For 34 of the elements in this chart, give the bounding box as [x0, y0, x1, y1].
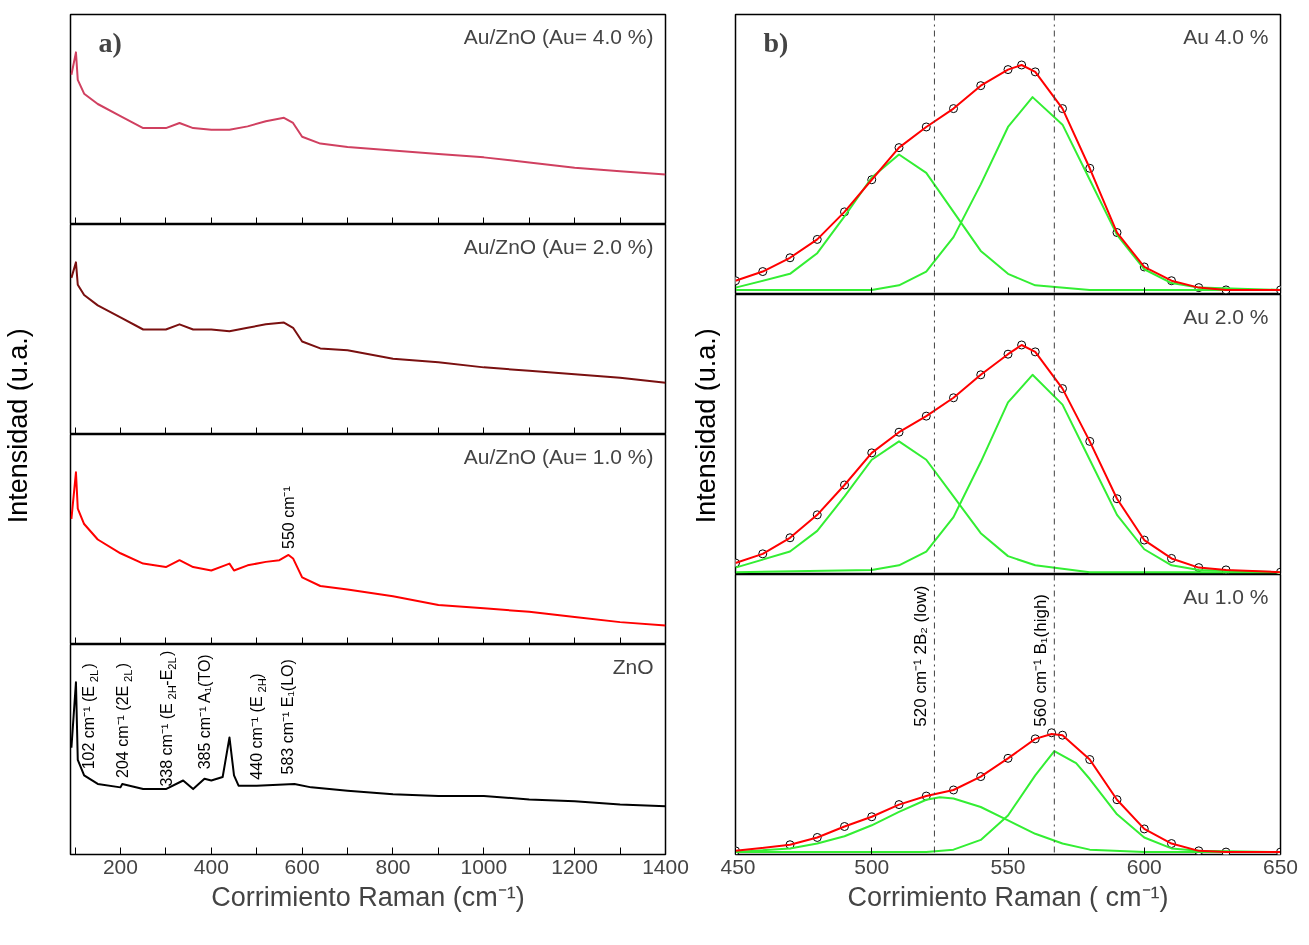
- x-tick-label: 1400: [642, 854, 689, 878]
- x-tick-label: 600: [1126, 854, 1162, 878]
- x-tick-label: 550: [990, 854, 1026, 878]
- annotation: 583 cm⁻¹ E₁(LO): [278, 659, 296, 775]
- chart-title: Au 1.0 %: [1183, 584, 1269, 608]
- chart-title: Au 4.0 %: [1183, 24, 1269, 48]
- x-tick-label: 1200: [551, 854, 599, 878]
- annotation: 440 cm⁻¹ (E2H): [248, 673, 269, 780]
- chart-title: Au/ZnO (Au= 2.0 %): [463, 234, 654, 258]
- chart-title: Au 2.0 %: [1183, 304, 1269, 328]
- text: b): [763, 26, 789, 58]
- chart-title: Au/ZnO (Au= 1.0 %): [463, 444, 654, 468]
- annotation: 338 cm⁻¹ (E2H-E2L): [157, 650, 178, 787]
- x-tick-label: 800: [375, 854, 411, 878]
- x-tick-label: 200: [102, 854, 138, 878]
- annotation: 204 cm⁻¹ (2E2L): [113, 662, 134, 778]
- annotation: 102 cm⁻¹ (E2L): [80, 663, 101, 770]
- x-tick-label: 500: [854, 854, 890, 878]
- x-tick-label: 650: [1262, 854, 1299, 878]
- x-axis-title: Corrimiento Raman (cm⁻¹): [211, 881, 525, 912]
- y-axis-title: Intensidad (u.a.): [690, 328, 721, 524]
- annotation: a): [98, 26, 122, 58]
- ref-line-label: 560 cm⁻¹ B₁(high): [1031, 594, 1051, 727]
- x-axis-title: Corrimiento Raman ( cm⁻¹): [847, 881, 1169, 912]
- ref-line-label: 520 cm⁻¹ 2B₂ (low): [911, 585, 931, 727]
- annotation: 385 cm⁻¹ A₁(TO): [195, 654, 213, 770]
- x-tick-label: 1000: [460, 854, 508, 878]
- chart-title: Au/ZnO (Au= 4.0 %): [463, 24, 654, 48]
- y-axis-title: Intensidad (u.a.): [3, 328, 33, 524]
- chart-title: ZnO: [612, 654, 654, 678]
- x-tick-label: 450: [720, 854, 756, 878]
- x-tick-label: 400: [193, 854, 229, 878]
- x-tick-label: 600: [284, 854, 320, 878]
- annotation: 550 cm⁻¹: [280, 486, 298, 549]
